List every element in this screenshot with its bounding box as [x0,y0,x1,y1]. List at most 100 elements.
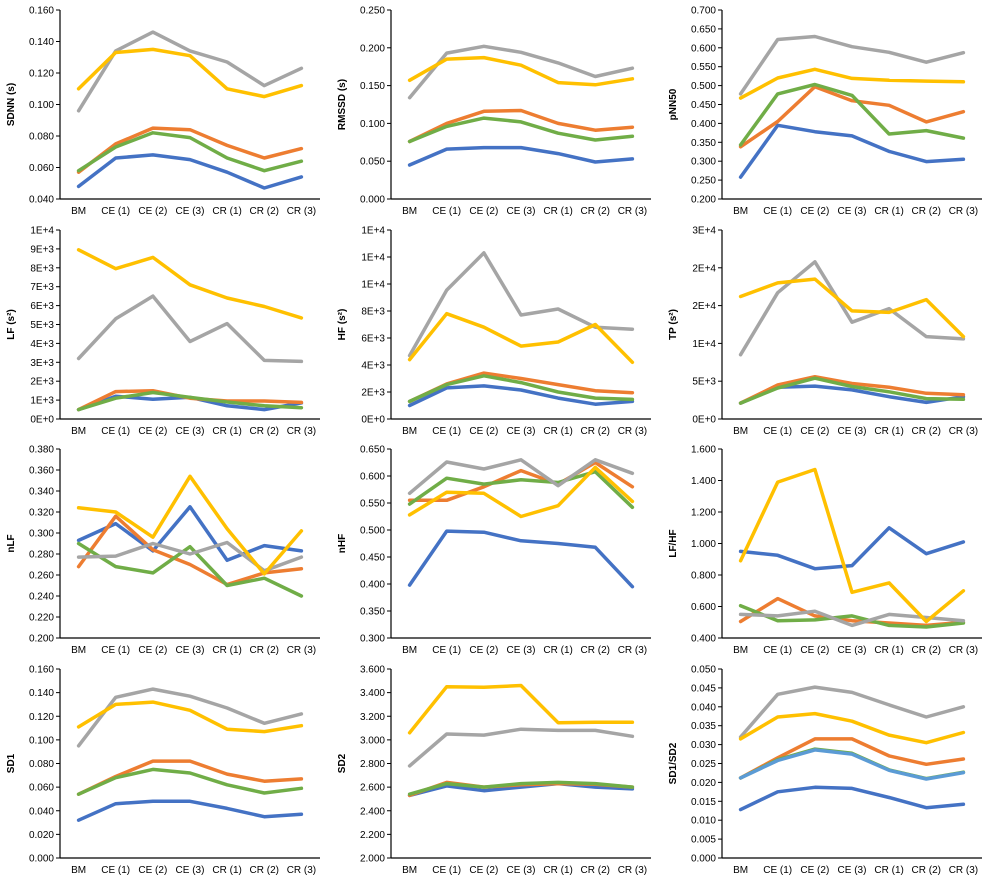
series-line-yellow [738,467,966,624]
y-tick-label: 0E+0 [30,414,54,425]
y-tick-label: 3E+4 [692,225,716,236]
x-tick-label: BM [402,645,417,656]
x-tick-label: CR (3) [949,426,978,437]
y-tick-label: 3E+3 [30,357,54,368]
series-line-gray [738,684,966,739]
y-tick-label: 1E+4 [361,252,385,263]
y-tick-label: 0.150 [360,81,385,92]
x-tick-label: CE (1) [432,206,461,217]
y-tick-label: 9E+3 [30,244,54,255]
y-tick-label: 0.080 [29,759,54,770]
x-tick-label: BM [402,865,417,876]
y-tick-label: 4E+3 [361,360,385,371]
series-line-gray [407,726,635,768]
series-line-blue [76,799,304,822]
chart-panel-2: 0.000 0.050 0.100 0.150 0.200 0.250 BM CE (1) CE… [337,6,651,217]
x-tick-label: CE (1) [432,645,461,656]
y-tick-label: 0.300 [29,529,54,540]
y-tick-label: 2.800 [360,759,385,770]
x-tick-label: CE (3) [838,865,867,876]
x-tick-label: CE (3) [507,645,536,656]
series-line-orange [738,596,966,628]
y-tick-label: 0.600 [360,472,385,483]
x-tick-label: CE (3) [176,645,205,656]
x-tick-label: BM [733,645,748,656]
series-line-green [407,373,635,403]
x-tick-label: CR (2) [912,426,941,437]
series-line-yellow [76,47,304,99]
y-axis-title: nLF [6,534,17,552]
y-tick-label: 2.200 [360,829,385,840]
series-line-blue [407,383,635,407]
series-line-yellow [407,683,635,735]
series-line-blue [738,785,966,811]
y-tick-label: 0.000 [360,195,385,206]
y-tick-label: 2E+3 [30,376,54,387]
series-line-blue [738,526,966,571]
series-line-green [407,116,635,144]
x-tick-label: CR (2) [250,645,279,656]
x-tick-label: CR (2) [581,865,610,876]
y-tick-label: 0.500 [360,526,385,537]
x-tick-label: BM [733,206,748,217]
x-tick-label: BM [402,426,417,437]
x-tick-label: CE (2) [800,206,829,217]
series-line-orange [738,736,966,780]
series-line-yellow [407,465,635,519]
series-line-green [738,603,966,629]
y-tick-label: 4E+3 [30,338,54,349]
x-tick-label: CR (1) [212,206,241,217]
x-tick-label: CR (3) [949,206,978,217]
x-tick-label: CR (2) [581,426,610,437]
y-tick-label: 1.400 [691,476,716,487]
x-tick-label: CE (2) [138,206,167,217]
y-tick-label: 0.550 [691,62,716,73]
x-tick-label: CR (2) [250,865,279,876]
y-tick-label: 0.250 [360,6,385,17]
x-tick-label: CR (3) [618,645,647,656]
series-line-yellow [738,67,966,100]
y-tick-label: 6E+3 [361,333,385,344]
x-tick-label: BM [402,206,417,217]
y-tick-label: 0.000 [691,853,716,864]
series-line-blue [738,123,966,179]
y-tick-label: 0.450 [360,553,385,564]
y-axis-title: SD1/SD2 [668,742,679,784]
y-tick-label: 0.400 [691,119,716,130]
series-line-yellow [738,276,966,338]
y-tick-label: 0.350 [691,138,716,149]
y-tick-label: 0.600 [691,43,716,54]
y-tick-label: 0.040 [29,195,54,206]
series-line-gray [407,44,635,100]
series-line-orange [76,126,304,174]
x-tick-label: CR (3) [287,206,316,217]
x-tick-label: CR (3) [287,865,316,876]
x-tick-label: CR (3) [287,426,316,437]
series-line-green [738,375,966,405]
y-tick-label: 0.450 [691,100,716,111]
y-tick-label: 2.000 [360,853,385,864]
y-tick-label: 0.240 [29,592,54,603]
y-tick-label: 0.060 [29,163,54,174]
y-axis-title: SDNN (s) [6,83,17,126]
x-tick-label: CE (1) [101,865,130,876]
x-tick-label: CE (3) [176,426,205,437]
y-tick-label: 8E+3 [30,263,54,274]
x-tick-label: CR (3) [949,645,978,656]
y-axis-title: SD1 [6,753,17,773]
x-tick-label: CE (3) [838,645,867,656]
y-tick-label: 0.350 [360,607,385,618]
x-tick-label: BM [733,865,748,876]
x-tick-label: CR (1) [543,206,572,217]
y-tick-label: 2.600 [360,782,385,793]
series-line-blue [407,781,635,797]
y-tick-label: 0.120 [29,69,54,80]
y-tick-label: 1E+4 [692,338,716,349]
x-tick-label: CR (3) [287,645,316,656]
y-tick-label: 0.550 [360,499,385,510]
y-tick-label: 1E+4 [30,225,54,236]
y-tick-label: 0.250 [691,176,716,187]
y-tick-label: 0.650 [360,445,385,456]
y-tick-label: 0.005 [691,834,716,845]
